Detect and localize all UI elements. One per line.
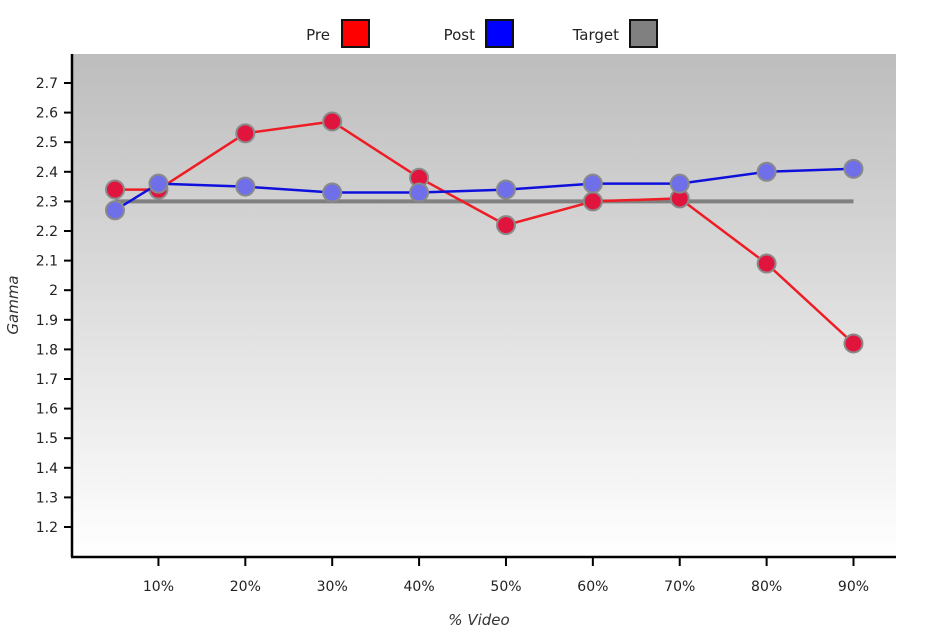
- y-tick-label: 1.4: [36, 461, 58, 477]
- y-tick-label: 2: [49, 283, 58, 299]
- pre-data-point: [756, 253, 777, 274]
- post-data-point: [756, 161, 777, 182]
- y-tick-label: 2.6: [36, 106, 58, 122]
- x-axis-ticks: 10% 20% 30% 40% 50% 60% 70% 80% 90%: [143, 557, 869, 595]
- pre-series-line: [115, 120, 855, 345]
- y-tick-label: 1.3: [36, 490, 58, 506]
- y-axis-title: Gamma: [4, 275, 22, 334]
- y-tick-label: 1.5: [36, 431, 58, 447]
- legend-label-pre: Pre: [306, 26, 330, 44]
- x-tick-label: 50%: [490, 579, 521, 595]
- x-tick-label: 20%: [230, 579, 261, 595]
- post-data-point: [669, 173, 690, 194]
- x-tick-label: 70%: [664, 579, 695, 595]
- post-series-line: [114, 167, 854, 212]
- y-tick-label: 1.8: [36, 342, 58, 358]
- post-data-point: [105, 200, 125, 221]
- x-tick-label: 40%: [404, 579, 435, 595]
- pre-data-point: [322, 111, 343, 132]
- plot-area: [72, 54, 896, 557]
- y-tick-label: 2.7: [36, 76, 58, 92]
- x-tick-label: 90%: [838, 579, 869, 595]
- x-tick-label: 10%: [143, 579, 174, 595]
- post-data-point: [495, 179, 516, 200]
- post-data-point: [843, 158, 864, 179]
- pre-data-point: [105, 179, 125, 200]
- legend-label-post: Post: [444, 26, 476, 44]
- legend-swatch-pre: [341, 19, 370, 48]
- legend-swatch-post: [485, 19, 514, 48]
- pre-data-point: [582, 191, 603, 212]
- legend-swatch-target: [629, 19, 658, 48]
- y-tick-label: 2.1: [36, 254, 58, 270]
- y-tick-label: 1.2: [36, 520, 58, 536]
- post-data-point: [322, 182, 343, 203]
- post-data-point: [409, 182, 430, 203]
- pre-data-point: [843, 333, 864, 354]
- y-tick-label: 2.4: [36, 165, 58, 181]
- x-tick-label: 30%: [317, 579, 348, 595]
- x-axis-title: % Video: [448, 611, 509, 629]
- pre-data-point: [235, 123, 256, 144]
- pre-data-point: [495, 215, 516, 236]
- y-tick-label: 1.9: [36, 313, 58, 329]
- y-tick-label: 2.3: [36, 194, 58, 210]
- legend-label-target: Target: [572, 26, 620, 44]
- x-tick-label: 80%: [751, 579, 782, 595]
- post-data-point: [148, 173, 169, 194]
- series-layer: [105, 111, 864, 354]
- post-data-point: [582, 173, 603, 194]
- y-tick-label: 2.2: [36, 224, 58, 240]
- y-tick-label: 2.5: [36, 135, 58, 151]
- x-tick-label: 60%: [577, 579, 608, 595]
- post-data-point: [235, 176, 256, 197]
- legend: Pre Post Target: [306, 19, 658, 48]
- y-tick-label: 1.7: [36, 372, 58, 388]
- y-tick-label: 1.6: [36, 402, 58, 418]
- y-axis-ticks: 1.2 1.3 1.4 1.5 1.6 1.7 1.8 1.9 2 2.1 2.2 2.3 2.4 2.5…: [36, 76, 72, 536]
